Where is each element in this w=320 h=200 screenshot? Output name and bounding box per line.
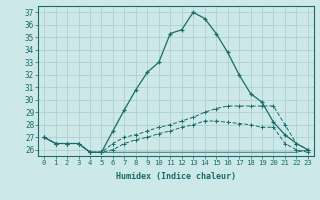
X-axis label: Humidex (Indice chaleur): Humidex (Indice chaleur): [116, 172, 236, 181]
